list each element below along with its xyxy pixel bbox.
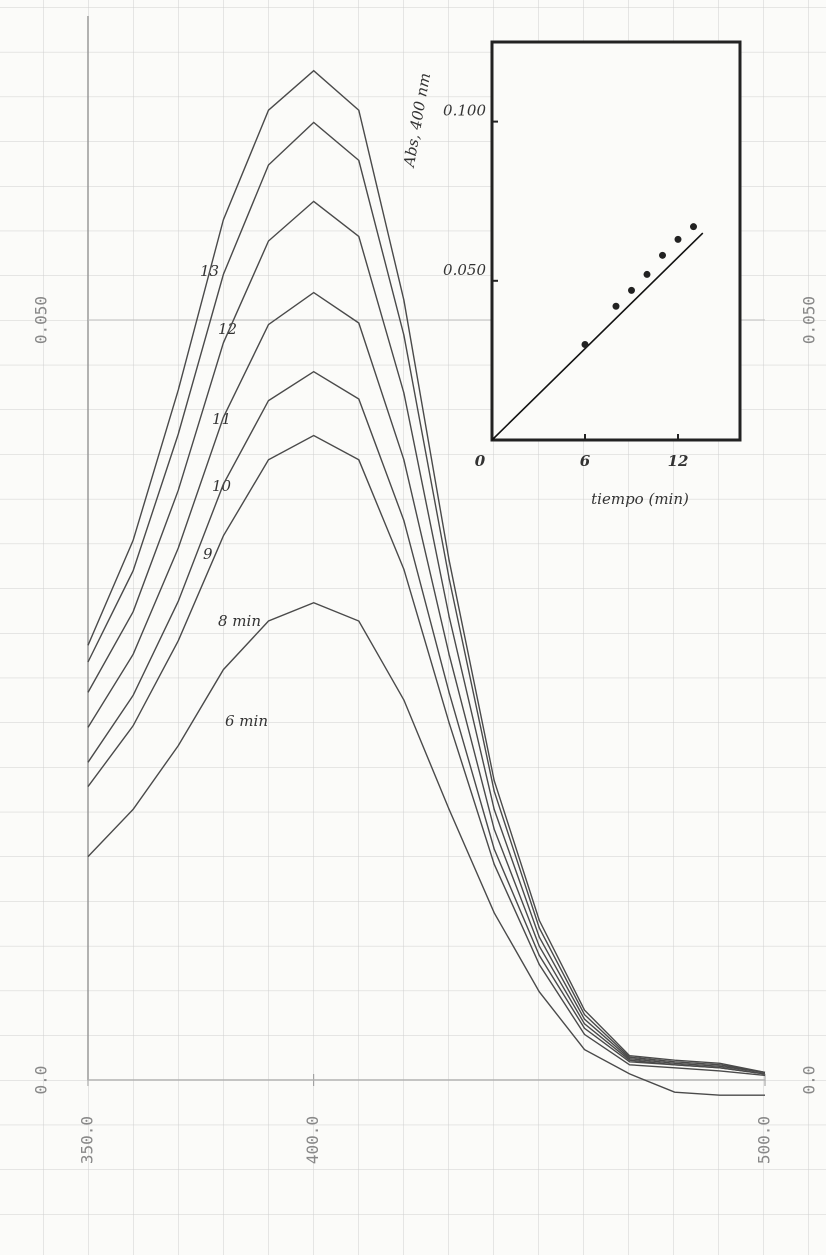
spectrum-line	[87, 601, 765, 1096]
y-tick-label: 0.050	[32, 296, 51, 344]
y-tick-label-right: 0.0	[800, 1066, 819, 1095]
inset-point	[628, 286, 635, 294]
series-label: 8 min	[218, 612, 261, 630]
spectrum-line	[87, 291, 766, 1075]
inset-x-tick-label: 0	[475, 452, 486, 470]
series-label: 9	[203, 545, 213, 563]
inset-frame	[490, 40, 742, 442]
inset-point	[643, 270, 651, 278]
spectrum-line	[87, 69, 766, 1074]
inset-x-label: tiempo (min)	[591, 490, 689, 508]
inset-y-tick-label: 0.100	[443, 102, 486, 120]
inset-y-tick-label: 0.050	[443, 261, 486, 279]
inset-point	[581, 340, 589, 348]
inset-point	[690, 223, 697, 231]
spectrum-line	[87, 434, 766, 1077]
series-label: 11	[212, 410, 231, 428]
y-tick-label-right: 0.050	[800, 296, 819, 344]
plot-layer: 350.0 400.0 500.0 0.0 0.0 0.050 0.050 13 12 11 10 9…	[32, 16, 819, 1164]
spectrum-line	[87, 121, 766, 1074]
x-tick-label: 350.0	[78, 1116, 97, 1164]
spectrum-line	[87, 200, 766, 1074]
inset-x-tick-label: 12	[668, 452, 689, 470]
series-label: 13	[200, 262, 219, 280]
spectrum-line	[87, 370, 766, 1075]
x-tick-label: 500.0	[755, 1116, 774, 1164]
y-tick-label: 0.0	[32, 1066, 51, 1095]
inset-x-tick-label: 6	[580, 452, 591, 470]
x-tick-label: 400.0	[303, 1116, 322, 1164]
inset-point	[659, 251, 666, 259]
fit-line	[491, 232, 704, 441]
inset-point	[674, 235, 682, 243]
series-label: 10	[212, 477, 232, 495]
inset-point	[612, 302, 620, 310]
series-label: 12	[218, 320, 237, 338]
series-label: 6 min	[225, 712, 268, 730]
